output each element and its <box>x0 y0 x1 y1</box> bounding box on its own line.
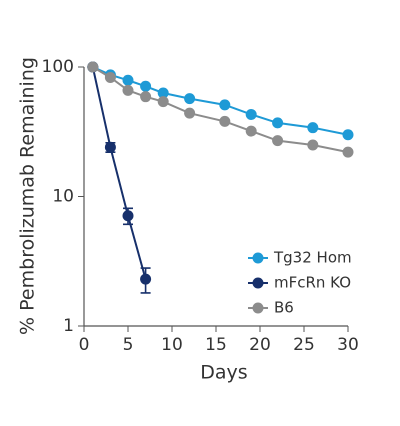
legend-marker <box>252 252 264 264</box>
x-tick-label: 20 <box>249 335 271 355</box>
x-tick-label: 5 <box>123 335 134 355</box>
data-point <box>157 87 169 99</box>
data-point <box>122 210 134 222</box>
data-point <box>184 93 196 105</box>
series-line <box>91 66 147 280</box>
data-point <box>272 117 284 129</box>
data-point <box>184 107 196 119</box>
data-point <box>140 80 152 92</box>
legend-label: Tg32 Hom <box>273 249 352 267</box>
data-point <box>140 273 152 285</box>
data-point <box>342 146 354 158</box>
data-point <box>87 61 99 73</box>
x-tick-label: 30 <box>337 335 359 355</box>
y-tick-label: 1 <box>63 316 74 336</box>
data-point <box>104 71 116 83</box>
legend-label: B6 <box>274 299 294 317</box>
legend-label: mFcRn KO <box>274 274 351 292</box>
y-tick-label: 100 <box>42 57 74 77</box>
data-point <box>307 139 319 151</box>
legend-marker <box>252 302 264 314</box>
data-point <box>245 108 257 120</box>
data-point <box>157 96 169 108</box>
y-tick-label: 10 <box>52 187 74 207</box>
data-point <box>219 99 231 111</box>
data-point <box>122 74 134 86</box>
data-point <box>307 122 319 134</box>
data-point <box>272 135 284 147</box>
y-axis-label: % Pembrolizumab Remaining <box>17 57 39 335</box>
data-point <box>245 125 257 137</box>
legend-marker <box>252 277 264 289</box>
data-point <box>104 141 116 153</box>
data-point <box>219 115 231 127</box>
x-axis-label: Days <box>200 362 247 384</box>
x-tick-label: 10 <box>161 335 183 355</box>
x-tick-label: 15 <box>205 335 227 355</box>
x-tick-label: 25 <box>293 335 315 355</box>
data-point <box>342 129 354 141</box>
data-point <box>140 91 152 103</box>
x-tick-label: 0 <box>79 335 90 355</box>
data-point <box>122 84 134 96</box>
